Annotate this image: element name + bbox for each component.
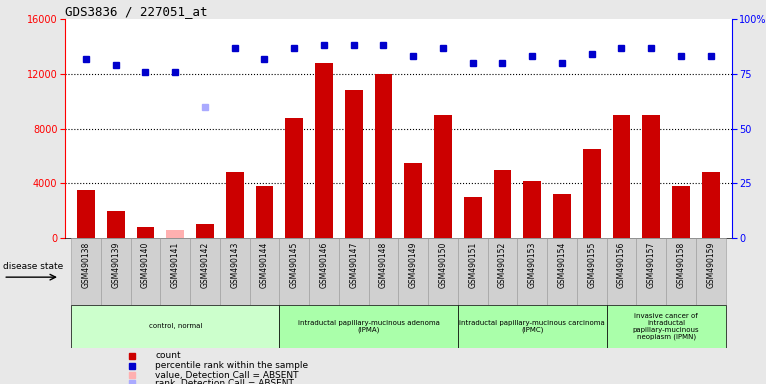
Bar <box>577 238 607 305</box>
Bar <box>196 224 214 238</box>
Text: control, normal: control, normal <box>149 323 202 329</box>
Text: GSM490148: GSM490148 <box>379 242 388 288</box>
Bar <box>517 238 547 305</box>
Text: GSM490153: GSM490153 <box>528 242 537 288</box>
Text: GSM490152: GSM490152 <box>498 242 507 288</box>
Text: GSM490149: GSM490149 <box>409 242 417 288</box>
Bar <box>280 238 309 305</box>
Text: GSM490144: GSM490144 <box>260 242 269 288</box>
Text: GSM490154: GSM490154 <box>558 242 566 288</box>
Text: intraductal papillary-mucinous adenoma
(IPMA): intraductal papillary-mucinous adenoma (… <box>298 319 440 333</box>
Text: GSM490157: GSM490157 <box>647 242 656 288</box>
Bar <box>226 172 244 238</box>
Text: disease state: disease state <box>3 262 64 271</box>
Bar <box>285 118 303 238</box>
Bar <box>130 238 160 305</box>
Text: GSM490156: GSM490156 <box>617 242 626 288</box>
Bar <box>672 186 690 238</box>
Bar <box>166 230 184 238</box>
Bar <box>607 238 637 305</box>
Bar <box>345 90 362 238</box>
Bar <box>398 238 428 305</box>
Text: GSM490141: GSM490141 <box>171 242 180 288</box>
Text: GSM490145: GSM490145 <box>290 242 299 288</box>
Bar <box>434 115 452 238</box>
Bar <box>368 238 398 305</box>
Bar <box>250 238 280 305</box>
Text: count: count <box>155 351 181 360</box>
Bar <box>220 238 250 305</box>
Text: GSM490147: GSM490147 <box>349 242 358 288</box>
Bar <box>77 190 95 238</box>
Text: GSM490142: GSM490142 <box>201 242 209 288</box>
Text: GSM490140: GSM490140 <box>141 242 150 288</box>
Bar <box>553 194 571 238</box>
Bar <box>458 238 488 305</box>
Bar <box>71 305 280 348</box>
Bar <box>637 238 666 305</box>
Text: intraductal papillary-mucinous carcinoma
(IPMC): intraductal papillary-mucinous carcinoma… <box>460 319 605 333</box>
Bar <box>309 238 339 305</box>
Bar <box>71 238 101 305</box>
Bar <box>493 170 512 238</box>
Bar <box>428 238 458 305</box>
Bar <box>523 180 541 238</box>
Bar <box>256 186 273 238</box>
Bar <box>702 172 719 238</box>
Bar <box>160 238 190 305</box>
Bar <box>458 305 607 348</box>
Text: GSM490143: GSM490143 <box>231 242 239 288</box>
Bar <box>375 74 392 238</box>
Bar <box>315 63 333 238</box>
Bar <box>607 305 725 348</box>
Bar <box>613 115 630 238</box>
Text: GSM490151: GSM490151 <box>468 242 477 288</box>
Text: GSM490155: GSM490155 <box>588 242 596 288</box>
Bar <box>547 238 577 305</box>
Text: GSM490138: GSM490138 <box>81 242 90 288</box>
Text: invasive cancer of
intraductal
papillary-mucinous
neoplasm (IPMN): invasive cancer of intraductal papillary… <box>633 313 699 340</box>
Bar <box>463 197 482 238</box>
Text: GSM490146: GSM490146 <box>319 242 329 288</box>
Text: value, Detection Call = ABSENT: value, Detection Call = ABSENT <box>155 371 299 380</box>
Text: GSM490159: GSM490159 <box>706 242 715 288</box>
Bar <box>488 238 517 305</box>
Text: GSM490139: GSM490139 <box>111 242 120 288</box>
Bar <box>583 149 601 238</box>
Bar <box>404 163 422 238</box>
Bar <box>190 238 220 305</box>
Bar <box>106 211 125 238</box>
Text: percentile rank within the sample: percentile rank within the sample <box>155 361 308 370</box>
Text: GSM490158: GSM490158 <box>676 242 686 288</box>
Bar <box>642 115 660 238</box>
Bar <box>101 238 130 305</box>
Bar <box>696 238 725 305</box>
Bar <box>666 238 696 305</box>
Text: GSM490150: GSM490150 <box>438 242 447 288</box>
Bar <box>136 227 155 238</box>
Bar <box>280 305 458 348</box>
Text: GDS3836 / 227051_at: GDS3836 / 227051_at <box>65 5 208 18</box>
Text: rank, Detection Call = ABSENT: rank, Detection Call = ABSENT <box>155 379 294 384</box>
Bar <box>339 238 368 305</box>
